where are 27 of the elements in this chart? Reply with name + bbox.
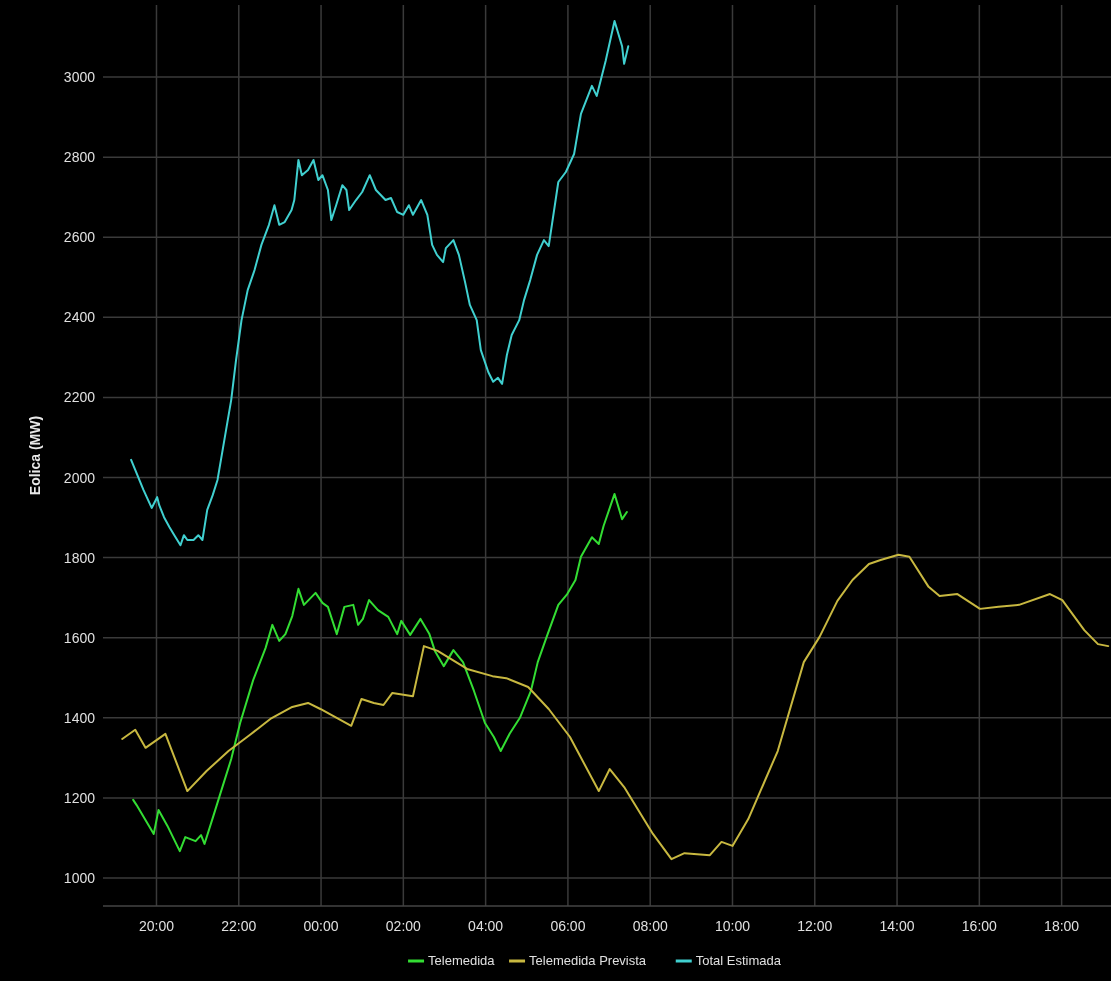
- y-tick-label: 1000: [63, 869, 96, 886]
- x-tick-label: 04:00: [468, 918, 504, 934]
- y-tick-label: 2600: [63, 229, 96, 246]
- y-tick-label: 1600: [63, 629, 96, 646]
- legend-label: Telemedida Prevista: [529, 953, 647, 968]
- legend-label: Total Estimada: [695, 953, 782, 968]
- y-tick-label: 2400: [63, 309, 96, 326]
- x-tick-label: 00:00: [303, 918, 339, 934]
- y-axis-title: Eolica (MW): [27, 415, 43, 496]
- y-tick-label: 3000: [63, 69, 96, 86]
- x-tick-label: 12:00: [797, 918, 833, 934]
- x-tick-label: 14:00: [879, 918, 915, 934]
- x-tick-label: 06:00: [550, 918, 586, 934]
- y-tick-label: 2200: [63, 389, 96, 406]
- y-tick-label: 1400: [63, 709, 96, 726]
- x-tick-label: 08:00: [632, 918, 668, 934]
- y-tick-label: 1200: [63, 789, 96, 806]
- y-tick-label: 1800: [63, 549, 96, 566]
- x-tick-label: 10:00: [714, 918, 751, 934]
- y-tick-label: 2800: [63, 149, 96, 166]
- legend-label: Telemedida: [428, 953, 496, 968]
- x-tick-label: 16:00: [961, 918, 998, 934]
- x-tick-label: 02:00: [385, 918, 422, 934]
- x-tick-label: 22:00: [221, 918, 257, 934]
- x-tick-label: 18:00: [1044, 918, 1080, 934]
- x-tick-label: 20:00: [138, 918, 175, 934]
- y-tick-label: 2000: [63, 469, 96, 486]
